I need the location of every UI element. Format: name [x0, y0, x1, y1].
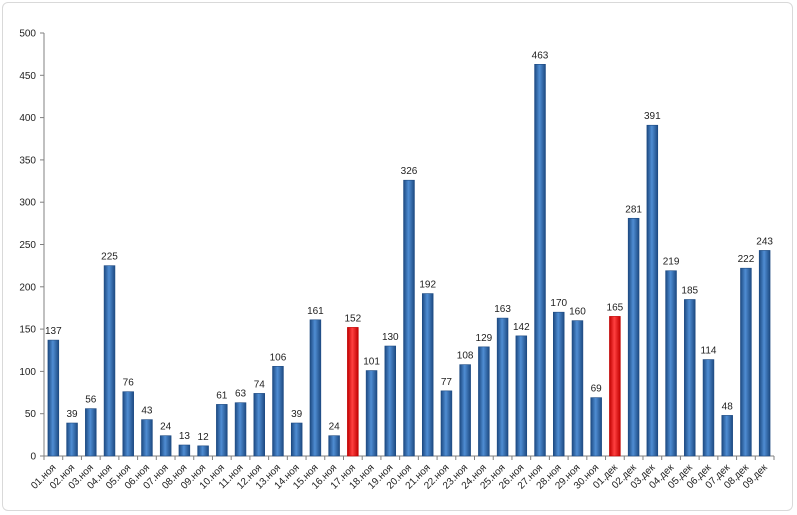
data-label: 129 [476, 333, 493, 344]
bar [590, 397, 602, 457]
data-label: 170 [550, 298, 567, 309]
bar [403, 179, 415, 457]
y-tick-label: 350 [19, 155, 36, 166]
data-label: 219 [663, 257, 680, 268]
bar [328, 435, 340, 457]
data-label: 142 [513, 322, 530, 333]
data-label: 24 [160, 422, 172, 433]
data-label: 76 [123, 378, 135, 389]
bar [141, 419, 153, 457]
bar [234, 402, 247, 457]
bar [309, 319, 322, 457]
data-label: 391 [644, 111, 661, 122]
bar [646, 124, 659, 457]
bars [47, 64, 771, 457]
bar [721, 415, 733, 457]
bar-highlighted [347, 327, 359, 457]
data-label: 48 [722, 401, 734, 412]
bar [459, 364, 471, 457]
bar [515, 335, 528, 457]
bar [740, 267, 752, 457]
data-label: 152 [345, 313, 362, 324]
y-tick-label: 400 [19, 113, 36, 124]
data-label: 63 [235, 389, 247, 400]
bar [122, 391, 134, 457]
y-tick-label: 200 [19, 282, 36, 293]
data-label: 13 [179, 431, 191, 442]
data-label: 56 [85, 395, 97, 406]
data-label: 160 [569, 307, 586, 318]
bar [571, 320, 584, 457]
bar [159, 435, 172, 457]
data-label: 24 [329, 422, 341, 433]
data-label: 69 [591, 384, 603, 395]
bar [665, 270, 677, 457]
bar [684, 299, 696, 457]
bar [702, 359, 715, 457]
bar [85, 408, 97, 457]
data-label: 39 [67, 409, 79, 420]
y-tick-label: 250 [19, 240, 36, 251]
y-tick-label: 450 [19, 71, 36, 82]
bar-highlighted [609, 316, 621, 457]
data-label: 222 [738, 254, 755, 265]
y-tick-label: 100 [19, 367, 36, 378]
data-label: 77 [441, 377, 453, 388]
bar [272, 366, 284, 457]
bar [178, 444, 191, 457]
bar [253, 393, 265, 457]
bar [553, 311, 565, 457]
data-label: 161 [307, 306, 324, 317]
data-label: 114 [701, 346, 717, 357]
data-label: 165 [607, 302, 624, 313]
bar [216, 404, 228, 457]
bar [290, 422, 303, 457]
data-label: 12 [198, 432, 210, 443]
bar [421, 293, 434, 457]
data-label: 39 [291, 409, 303, 420]
data-label: 61 [216, 390, 228, 401]
y-tick-label: 50 [25, 409, 37, 420]
data-label: 281 [625, 204, 642, 215]
bar [627, 217, 640, 457]
data-label: 106 [270, 352, 287, 363]
y-tick-label: 150 [19, 325, 36, 336]
labels: 13701.ноя3902.ноя5603.ноя22504.ноя7605.н… [29, 50, 773, 491]
data-label: 43 [141, 406, 153, 417]
data-label: 74 [254, 379, 266, 390]
y-tick-label: 500 [19, 29, 36, 40]
data-label: 137 [45, 326, 62, 337]
y-tick-label: 0 [30, 452, 36, 463]
data-label: 326 [401, 166, 418, 177]
data-label: 101 [363, 357, 380, 368]
data-label: 185 [681, 285, 698, 296]
bar [534, 64, 546, 457]
data-label: 243 [756, 236, 773, 247]
data-label: 225 [101, 252, 118, 263]
data-label: 130 [382, 332, 399, 343]
bar [47, 339, 60, 457]
y-tick-label: 300 [19, 198, 36, 209]
data-label: 163 [494, 304, 511, 315]
bar [197, 445, 209, 457]
bar [103, 265, 116, 457]
bar [66, 422, 78, 457]
bar [440, 390, 453, 457]
data-label: 108 [457, 351, 474, 362]
bar [365, 370, 378, 457]
bar [496, 317, 509, 457]
data-label: 192 [419, 280, 436, 291]
bar [758, 250, 771, 457]
bar [384, 345, 397, 457]
data-label: 463 [532, 50, 549, 61]
bar [478, 346, 490, 457]
